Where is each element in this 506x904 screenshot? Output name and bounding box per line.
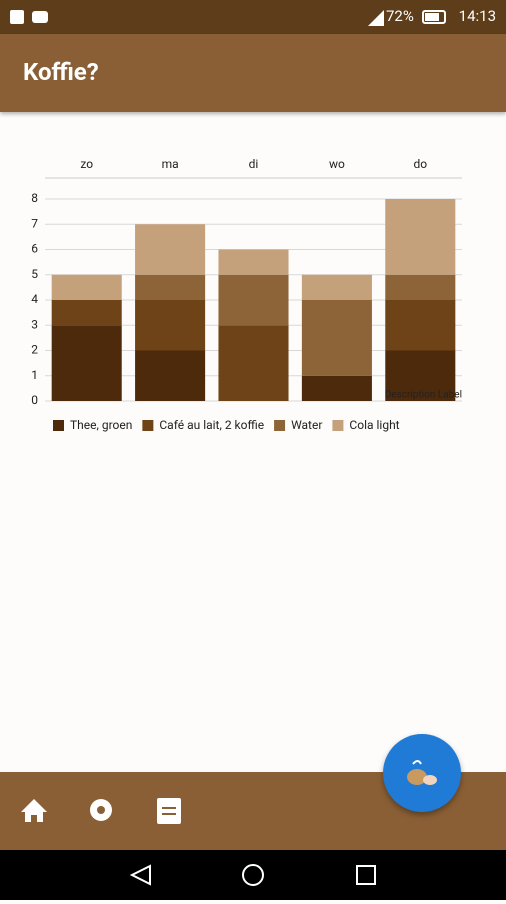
bar-segment	[385, 300, 456, 351]
y-tick-label: 5	[31, 267, 38, 281]
x-tick-label: do	[413, 157, 427, 171]
y-tick-label: 8	[31, 191, 38, 205]
bar-segment	[218, 325, 289, 401]
x-tick-label: ma	[162, 157, 179, 171]
back-button[interactable]	[129, 864, 151, 886]
app-bar: Koffie?	[0, 34, 506, 112]
y-tick-label: 1	[31, 368, 38, 382]
clock: 14:13	[459, 7, 496, 25]
clipboard-button[interactable]	[157, 798, 181, 824]
home-nav-button[interactable]	[242, 864, 264, 886]
x-tick-label: di	[249, 157, 259, 171]
bar-segment	[301, 375, 372, 401]
legend-swatch	[53, 420, 64, 431]
bar-segment	[135, 300, 206, 351]
settings-hole	[97, 806, 105, 814]
y-tick-label: 0	[31, 393, 38, 407]
bar-segment	[385, 274, 456, 300]
legend-label: Cola light	[349, 418, 399, 432]
chart: 0 1 2 3 4 5 6 7 8 zo ma di wo do Description Label Thee…	[31, 157, 462, 432]
clipboard-line	[162, 807, 176, 809]
recents-button[interactable]	[356, 865, 376, 885]
cup-icon	[407, 769, 427, 785]
y-tick-label: 7	[31, 216, 38, 230]
bar-segment	[218, 249, 289, 275]
legend-swatch	[142, 420, 154, 431]
legend-swatch	[332, 420, 344, 431]
legend-label: Thee, groen	[70, 418, 132, 432]
steam-icon	[412, 760, 422, 765]
bar-segment	[135, 224, 206, 275]
navigation-bar	[0, 850, 506, 900]
bar-segment	[135, 274, 206, 300]
y-tick-label: 4	[31, 292, 38, 306]
bar-segment	[135, 350, 206, 401]
bottom-icons	[21, 798, 181, 824]
description-label: Description Label	[385, 390, 462, 401]
legend-swatch	[274, 420, 286, 431]
y-tick-label: 2	[31, 343, 38, 357]
app-title: Koffie?	[23, 58, 99, 86]
bar-segment	[51, 274, 122, 300]
battery-icon	[422, 10, 446, 24]
bar-segment	[51, 300, 122, 326]
legend-label: Café au lait, 2 koffie	[159, 418, 264, 432]
bar-segment	[301, 300, 372, 376]
nav-icons	[129, 864, 376, 886]
y-tick-label: 6	[31, 242, 38, 256]
battery-level	[425, 13, 439, 21]
x-tick-label: wo	[329, 157, 345, 171]
bar-segment	[301, 274, 372, 300]
hand-icon	[423, 775, 437, 785]
bar-segment	[218, 274, 289, 326]
status-icons: 72% 14:13	[10, 7, 496, 26]
clipboard-line	[162, 813, 176, 815]
battery-text: 72%	[386, 7, 414, 25]
y-tick-label: 3	[31, 317, 38, 331]
home-button[interactable]	[21, 799, 47, 822]
fab-add-drink[interactable]	[383, 734, 461, 812]
youtube-icon	[32, 11, 48, 23]
x-tick-label: zo	[80, 157, 93, 171]
legend-label: Water	[291, 418, 322, 432]
bar-segment	[51, 325, 122, 401]
signal-icon	[368, 10, 384, 26]
notification-icon	[10, 10, 24, 24]
fab-icon	[407, 760, 437, 785]
status-bar: 72% 14:13	[0, 0, 506, 34]
bar-segment	[385, 199, 456, 275]
bar-segment	[385, 350, 456, 401]
